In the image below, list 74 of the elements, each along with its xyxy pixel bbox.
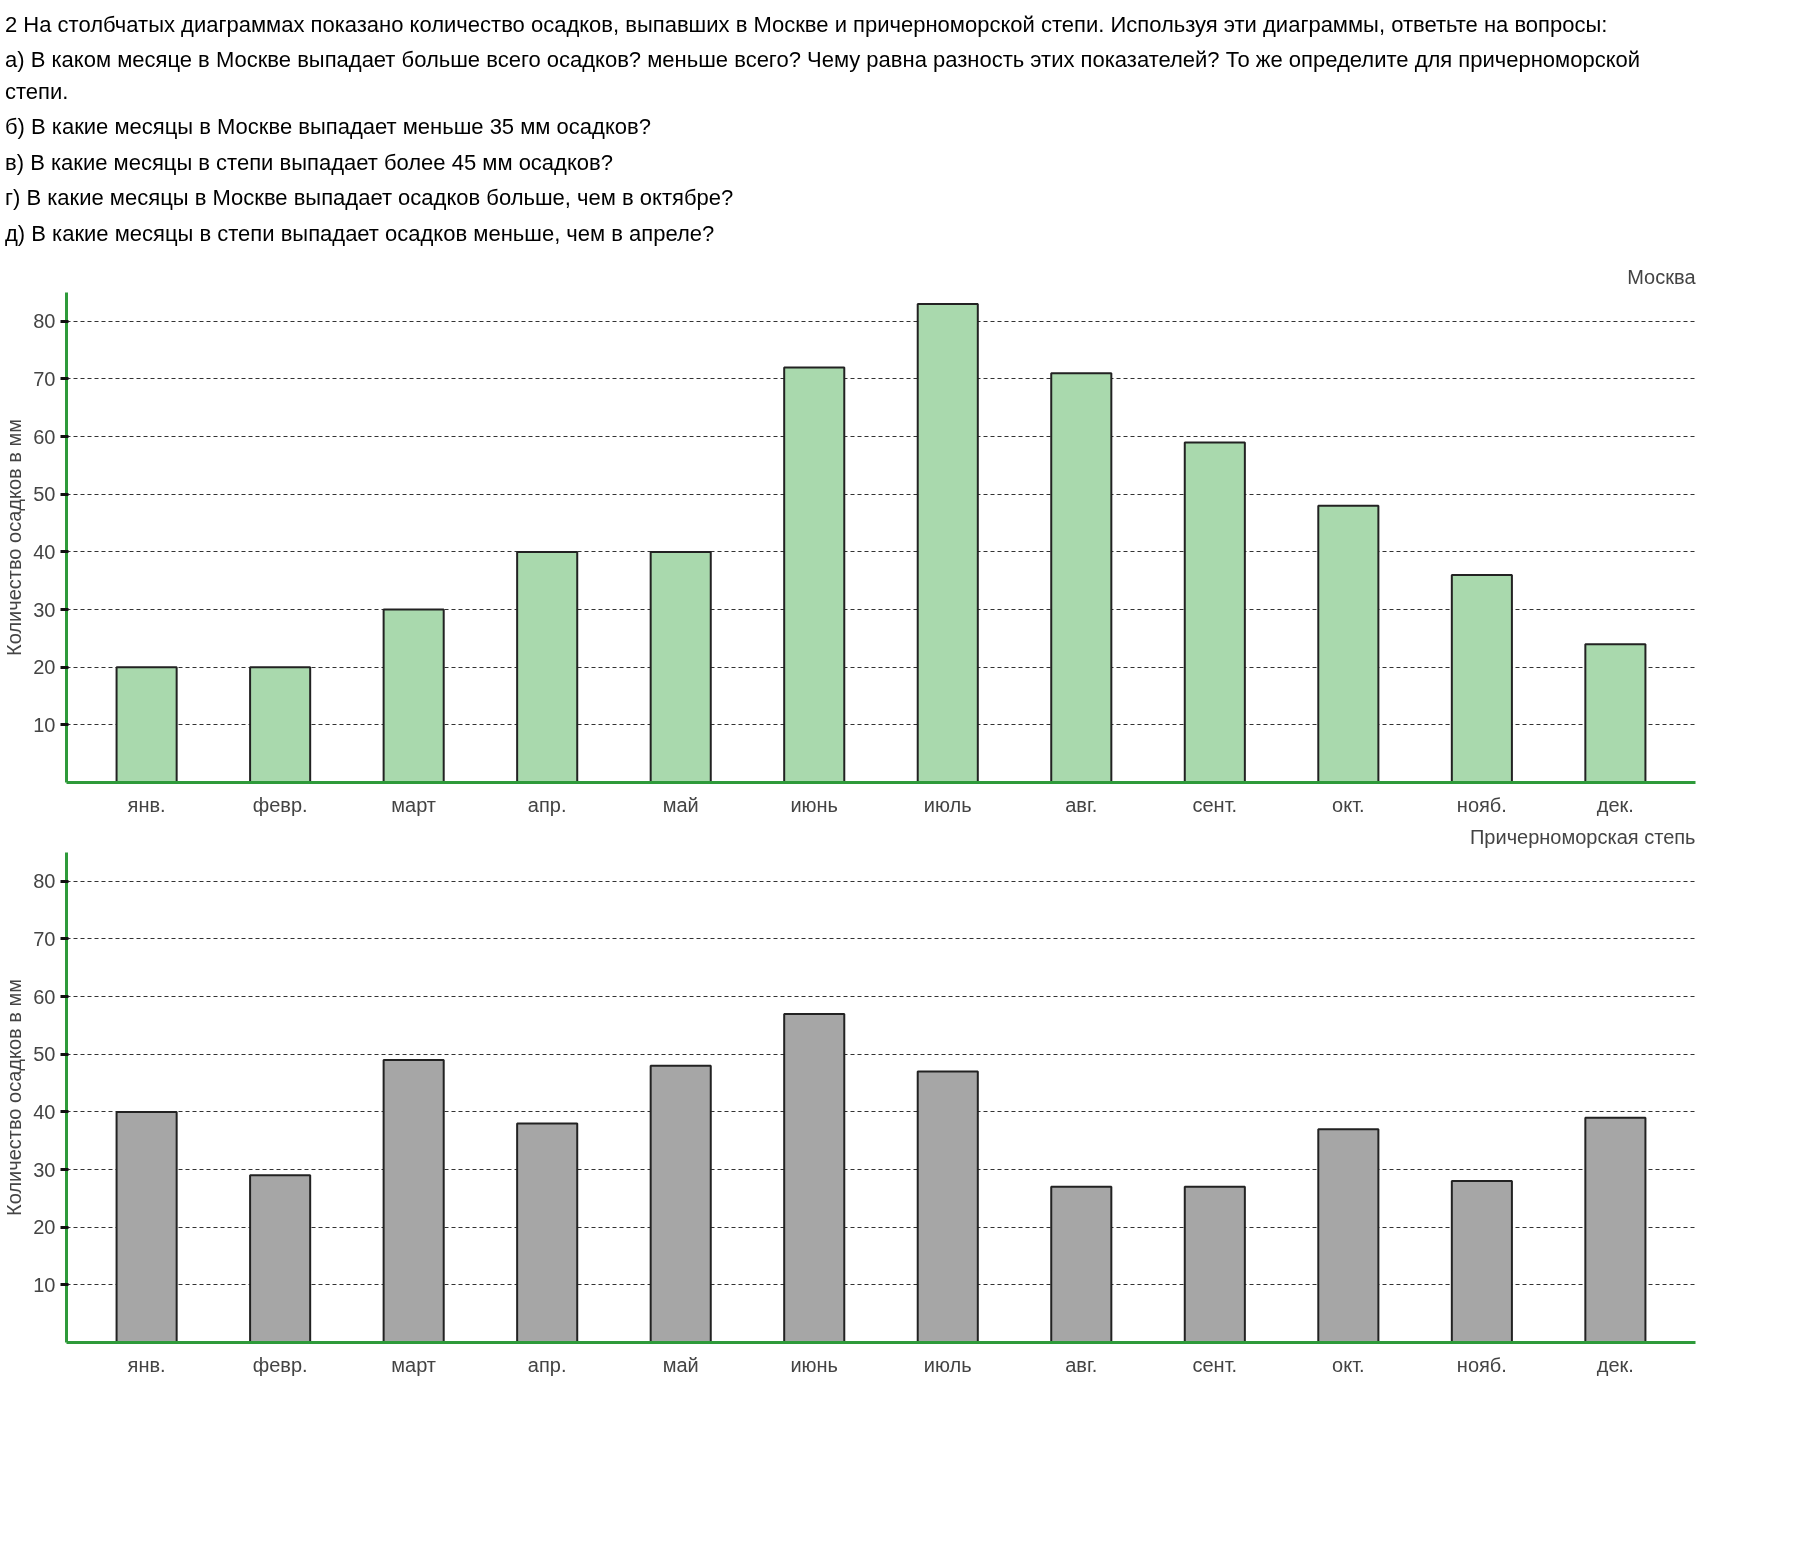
x-tick-label: сент. [1192,793,1238,816]
x-tick-label: апр. [527,1353,567,1376]
bar [649,550,712,783]
chart-title: Причерноморская степь [1469,825,1696,848]
bar [382,1058,445,1343]
y-axis-title: Количество осадков в мм [3,979,26,1216]
y-tick-label: 70 [33,367,56,390]
bar [249,1174,312,1343]
y-tick-label: 10 [33,713,56,736]
x-tick-label: нояб. [1456,793,1507,816]
bar [1450,1180,1513,1343]
bar [382,608,445,783]
y-tick-label: 70 [33,927,56,950]
bar [516,550,579,783]
bar [115,1110,178,1343]
bar [516,1122,579,1343]
text: а) В каком месяце в Москве выпадает больше всего осадков? меньше всего? Чему равна разность этих показателей? То же определите для причерноморской степи. [5,46,1642,106]
x-tick-label: окт. [1332,1353,1365,1376]
x-tick-label: июнь [790,1353,839,1376]
x-tick-label: апр. [527,793,567,816]
y-tick-label: 30 [33,1158,56,1181]
bar [115,666,178,783]
x-tick-label: авг. [1065,793,1098,816]
text: д) В какие месяцы в степи выпадает осадков меньше, чем в апреле? [5,219,716,248]
bar [249,666,312,783]
x-tick-label: дек. [1596,1353,1634,1376]
y-tick-label: 80 [33,310,56,333]
y-tick-label: 60 [33,985,56,1008]
bar [783,1012,846,1343]
x-tick-label: янв. [127,793,166,816]
bar [1584,643,1647,783]
y-axis-title: Количество осадков в мм [3,419,26,656]
chart-title: Москва [1627,265,1697,288]
y-tick-label: 40 [33,1100,56,1123]
bar [1317,1128,1380,1343]
x-tick-label: дек. [1596,793,1634,816]
bar [1183,441,1246,783]
y-tick-label: 60 [33,425,56,448]
x-tick-label: июль [923,1353,972,1376]
y-tick-label: 40 [33,540,56,563]
bar [1050,1185,1113,1343]
bar [1183,1185,1246,1343]
x-tick-label: март [391,793,437,816]
x-tick-label: февр. [252,1353,308,1376]
bar [1584,1116,1647,1343]
x-tick-label: авг. [1065,1353,1098,1376]
x-tick-label: июнь [790,793,839,816]
y-tick-label: 30 [33,598,56,621]
x-tick-label: июль [923,793,972,816]
x-tick-label: янв. [127,1353,166,1376]
x-tick-label: сент. [1192,1353,1238,1376]
y-tick-label: 50 [33,1043,56,1066]
x-tick-label: февр. [252,793,308,816]
bar [1317,504,1380,783]
text: в) В какие месяцы в степи выпадает более 45 мм осадков? [5,148,614,177]
y-tick-label: 20 [33,1216,56,1239]
bar [649,1064,712,1343]
x-tick-label: март [391,1353,437,1376]
y-tick-label: 10 [33,1273,56,1296]
text: г) В какие месяцы в Москве выпадает осадков больше, чем в октябре? [5,184,735,213]
bar [916,302,979,783]
bar [783,366,846,783]
x-tick-label: май [662,1353,699,1376]
x-tick-label: нояб. [1456,1353,1507,1376]
text: 2 На столбчатых диаграммах показано количество осадков, выпавших в Москве и причерноморской степи. Используя эти диаграммы, ответьте на вопросы: [5,11,1609,39]
bar [916,1070,979,1343]
x-tick-label: окт. [1332,793,1365,816]
text: б) В какие месяцы в Москве выпадает меньше 35 мм осадков? [5,113,652,142]
y-tick-label: 50 [33,483,56,506]
y-tick-label: 20 [33,656,56,679]
x-tick-label: май [662,793,699,816]
y-tick-label: 80 [33,870,56,893]
bar [1050,372,1113,783]
bar [1450,573,1513,783]
